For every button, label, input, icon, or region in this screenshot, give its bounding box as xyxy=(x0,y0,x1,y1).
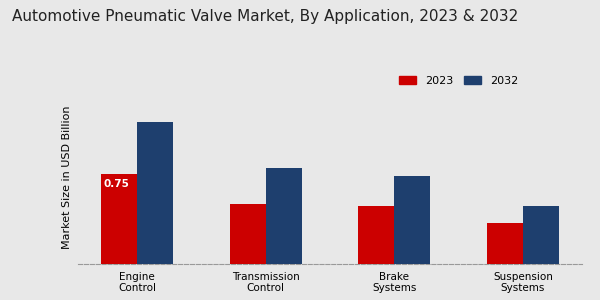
Legend: 2023, 2032: 2023, 2032 xyxy=(395,72,523,91)
Bar xyxy=(101,174,137,264)
Bar xyxy=(266,168,302,264)
Bar xyxy=(394,176,430,264)
Bar xyxy=(230,204,266,264)
Text: Automotive Pneumatic Valve Market, By Application, 2023 & 2032: Automotive Pneumatic Valve Market, By Ap… xyxy=(12,9,518,24)
Bar xyxy=(137,122,173,264)
Bar xyxy=(523,206,559,264)
Y-axis label: Market Size in USD Billion: Market Size in USD Billion xyxy=(62,105,73,249)
Text: 0.75: 0.75 xyxy=(103,179,130,189)
Bar xyxy=(358,206,394,264)
Bar xyxy=(487,223,523,264)
